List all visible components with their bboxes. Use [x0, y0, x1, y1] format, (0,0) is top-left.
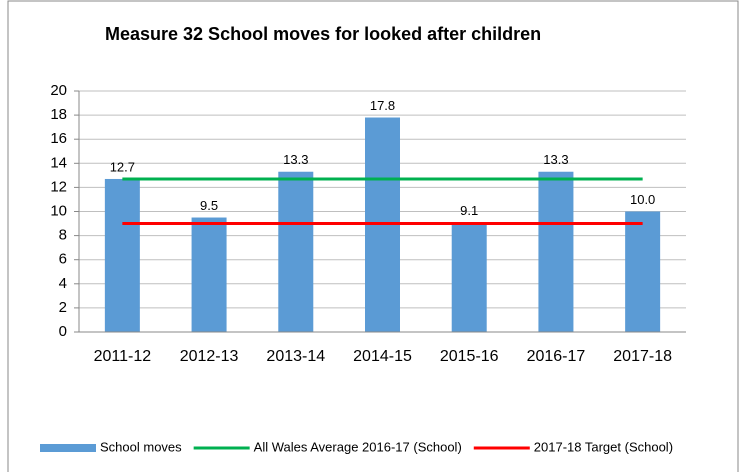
y-tick-label: 18 — [50, 106, 67, 123]
bar — [625, 211, 661, 332]
y-tick-label: 12 — [50, 178, 67, 195]
data-label: 12.7 — [110, 159, 135, 174]
y-tick-label: 2 — [59, 299, 67, 316]
y-tick-label: 4 — [59, 275, 67, 292]
x-tick-label: 2016-17 — [527, 348, 586, 365]
data-label: 10.0 — [630, 192, 655, 207]
legend-label: All Wales Average 2016-17 (School) — [254, 439, 462, 454]
data-label: 13.3 — [543, 152, 568, 167]
chart-title: Measure 32 School moves for looked after… — [105, 24, 541, 44]
bar — [451, 222, 487, 332]
legend-label: 2017-18 Target (School) — [534, 439, 673, 454]
bar — [538, 171, 574, 332]
y-tick-label: 8 — [59, 227, 67, 244]
y-tick-label: 10 — [50, 202, 67, 219]
legend-swatch — [40, 444, 96, 452]
x-tick-label: 2011-12 — [94, 348, 152, 365]
data-label: 17.8 — [370, 98, 395, 113]
y-tick-label: 6 — [59, 251, 67, 268]
bar — [104, 178, 140, 332]
data-label: 13.3 — [283, 152, 308, 167]
x-tick-label: 2014-15 — [353, 348, 412, 365]
y-tick-label: 14 — [50, 154, 67, 171]
x-tick-label: 2012-13 — [180, 348, 239, 365]
bar — [278, 171, 314, 332]
x-tick-label: 2013-14 — [266, 348, 325, 365]
x-tick-label: 2015-16 — [440, 348, 499, 365]
x-tick-label: 2017-18 — [613, 348, 672, 365]
y-tick-label: 20 — [50, 82, 67, 99]
legend-label: School moves — [100, 439, 182, 454]
data-label: 9.5 — [200, 198, 218, 213]
bar — [191, 217, 227, 332]
y-tick-label: 16 — [50, 130, 67, 147]
y-tick-label: 0 — [59, 323, 67, 340]
data-label: 9.1 — [460, 203, 478, 218]
